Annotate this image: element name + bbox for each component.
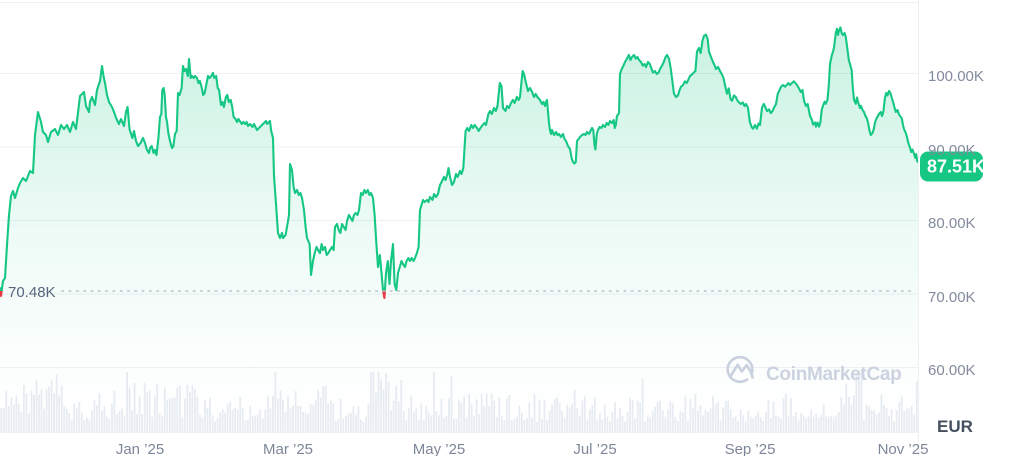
svg-text:87.51K: 87.51K [927,157,985,177]
svg-text:CoinMarketCap: CoinMarketCap [766,364,901,385]
